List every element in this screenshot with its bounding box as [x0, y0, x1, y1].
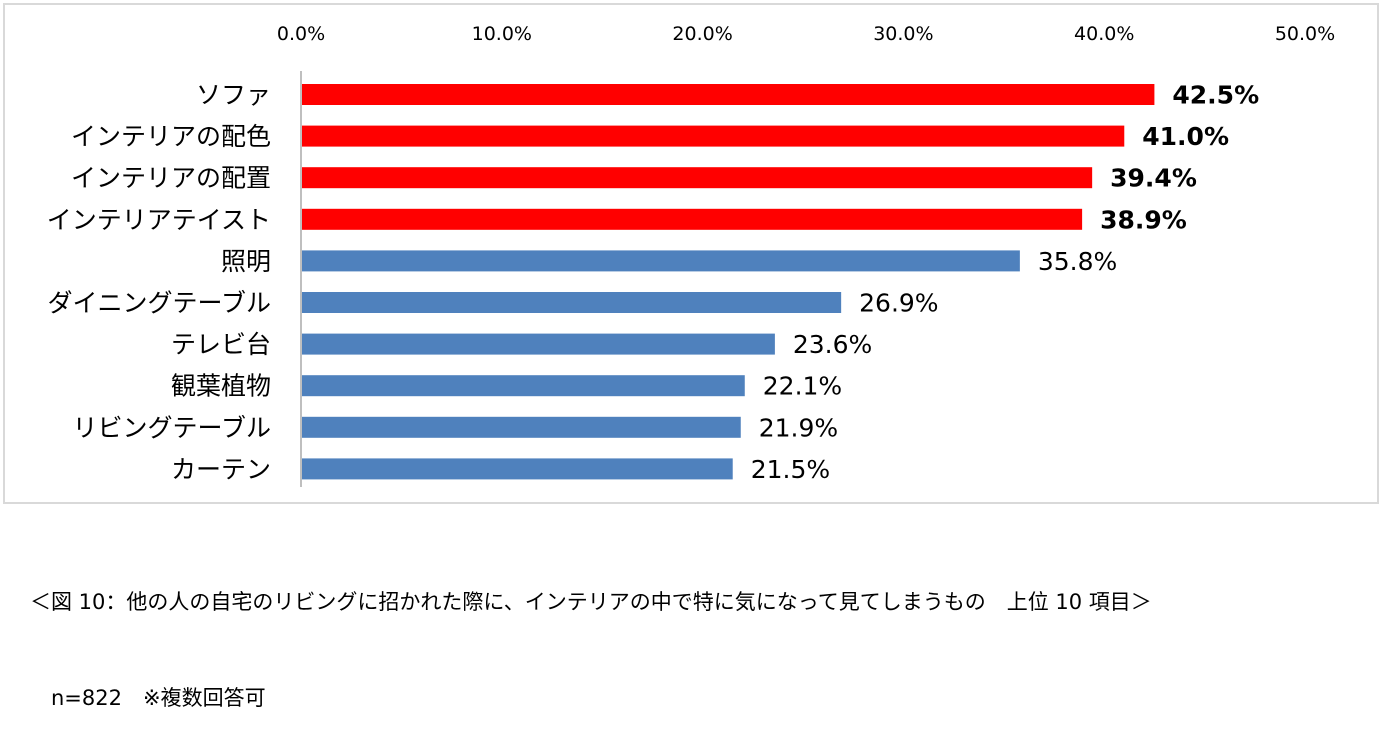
value-labels: 42.5% 41.0% 39.4% 38.9% 35.8% 26.9% 23.6% 22.1%…: [751, 81, 1259, 484]
chart-frame: 0.0% 10.0% 20.0% 30.0% 40.0% 50.0% ソファインテリアの配…: [3, 3, 1379, 504]
data-label: 21.5%: [751, 455, 830, 484]
x-tick-label: 20.0%: [672, 23, 732, 45]
data-label: 39.4%: [1110, 164, 1197, 193]
data-label: 35.8%: [1038, 247, 1117, 276]
category-label: インテリアテイスト: [47, 205, 271, 234]
x-tick-label: 0.0%: [277, 23, 325, 45]
data-label: 21.9%: [759, 413, 838, 442]
caption-line-1: ＜図 10：他の人の自宅のリビングに招かれた際に、インテリアの中で特に気になって…: [30, 590, 1152, 614]
category-label: インテリアの配置: [71, 164, 271, 193]
x-tick-label: 10.0%: [472, 23, 532, 45]
bar: [302, 250, 1020, 272]
bar: [302, 416, 741, 438]
category-label: テレビ台: [171, 330, 271, 359]
bar: [302, 125, 1125, 147]
x-axis-ticks: 0.0% 10.0% 20.0% 30.0% 40.0% 50.0%: [277, 23, 1335, 45]
category-label: ダイニングテーブル: [47, 289, 271, 318]
category-label: リビングテーブル: [72, 413, 271, 442]
figure-caption: ＜図 10：他の人の自宅のリビングに招かれた際に、インテリアの中で特に気になって…: [30, 522, 1380, 746]
data-label: 41.0%: [1142, 122, 1229, 151]
data-label: 42.5%: [1172, 81, 1259, 110]
category-label: カーテン: [171, 455, 271, 484]
bar: [302, 167, 1093, 189]
bar: [302, 458, 733, 480]
data-label: 38.9%: [1100, 205, 1187, 234]
x-tick-label: 30.0%: [873, 23, 933, 45]
bar: [302, 375, 745, 397]
category-labels: ソファインテリアの配色インテリアの配置インテリアテイスト照明ダイニングテーブルテ…: [47, 81, 271, 484]
x-tick-label: 40.0%: [1074, 23, 1134, 45]
bar: [302, 84, 1155, 105]
category-label: 観葉植物: [171, 372, 271, 401]
bar-chart: 0.0% 10.0% 20.0% 30.0% 40.0% 50.0% ソファインテリアの配…: [47, 23, 1335, 487]
bar: [302, 292, 842, 313]
x-tick-label: 50.0%: [1275, 23, 1335, 45]
data-label: 23.6%: [793, 330, 872, 359]
bars: [302, 84, 1155, 480]
category-label: インテリアの配色: [71, 122, 271, 151]
category-label: 照明: [221, 247, 271, 276]
bar: [302, 208, 1083, 230]
caption-line-2: n=822 ※複数回答可: [30, 686, 266, 710]
data-label: 22.1%: [763, 372, 842, 401]
data-label: 26.9%: [859, 289, 938, 318]
category-label: ソファ: [196, 81, 271, 110]
bar: [302, 333, 775, 355]
